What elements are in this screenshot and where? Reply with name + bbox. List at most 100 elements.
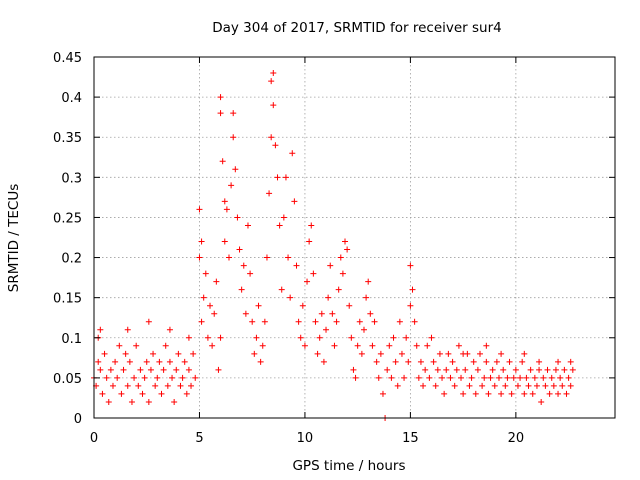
data-point: [276, 222, 283, 229]
data-point: [474, 366, 481, 373]
data-point: [162, 342, 169, 349]
data-point: [280, 214, 287, 221]
data-point: [348, 334, 355, 341]
data-point: [173, 366, 180, 373]
data-point: [413, 342, 420, 349]
data-point: [500, 366, 507, 373]
data-point: [521, 390, 528, 397]
data-point: [559, 382, 566, 389]
data-point: [198, 318, 205, 325]
data-point: [379, 390, 386, 397]
data-point: [225, 254, 232, 261]
data-point: [97, 366, 104, 373]
data-point: [270, 70, 277, 77]
data-point: [396, 318, 403, 325]
data-point: [407, 302, 414, 309]
data-point: [472, 390, 479, 397]
data-point: [453, 366, 460, 373]
data-point: [221, 198, 228, 205]
data-point: [458, 374, 465, 381]
x-tick-label: 20: [508, 431, 525, 446]
data-point: [369, 342, 376, 349]
data-point: [401, 374, 408, 381]
data-point: [320, 358, 327, 365]
data-point: [356, 318, 363, 325]
data-point: [147, 366, 154, 373]
data-point: [407, 262, 414, 269]
data-point: [443, 366, 450, 373]
data-point: [139, 390, 146, 397]
data-point: [236, 246, 243, 253]
data-point: [405, 358, 412, 365]
data-point: [259, 342, 266, 349]
data-point: [460, 390, 467, 397]
y-tick-label: 0.15: [53, 292, 82, 307]
data-point: [278, 286, 285, 293]
data-point: [525, 382, 532, 389]
data-point: [557, 374, 564, 381]
data-point: [221, 238, 228, 245]
data-point: [249, 318, 256, 325]
tick-marks: [93, 56, 615, 419]
data-point: [563, 390, 570, 397]
data-point: [483, 358, 490, 365]
data-point: [152, 382, 159, 389]
data-point: [114, 374, 121, 381]
y-tick-label: 0.1: [61, 332, 82, 347]
data-point: [234, 214, 241, 221]
data-point: [175, 350, 182, 357]
data-point: [335, 286, 342, 293]
data-point: [394, 382, 401, 389]
data-point: [354, 342, 361, 349]
data-point: [417, 358, 424, 365]
data-point: [228, 182, 235, 189]
data-point: [398, 350, 405, 357]
data-point: [263, 254, 270, 261]
data-point: [489, 366, 496, 373]
data-point: [439, 374, 446, 381]
data-point: [200, 294, 207, 301]
data-point: [137, 366, 144, 373]
data-point: [183, 390, 190, 397]
data-point: [166, 326, 173, 333]
data-point: [333, 318, 340, 325]
data-point: [552, 366, 559, 373]
data-point: [529, 390, 536, 397]
data-point: [253, 334, 260, 341]
data-point: [434, 366, 441, 373]
data-point: [156, 358, 163, 365]
data-point: [550, 382, 557, 389]
data-point: [447, 374, 454, 381]
data-point: [365, 278, 372, 285]
data-point: [310, 270, 317, 277]
data-point: [107, 366, 114, 373]
data-point: [301, 342, 308, 349]
data-point: [312, 318, 319, 325]
data-point: [445, 350, 452, 357]
data-point: [508, 390, 515, 397]
data-point: [213, 278, 220, 285]
data-point: [198, 238, 205, 245]
data-point: [329, 310, 336, 317]
data-point: [498, 350, 505, 357]
data-point: [133, 342, 140, 349]
data-point: [272, 142, 279, 149]
data-point: [538, 398, 545, 405]
data-point: [118, 390, 125, 397]
data-point: [565, 374, 572, 381]
data-point: [542, 382, 549, 389]
data-point: [251, 350, 258, 357]
y-tick-label: 0.35: [53, 131, 82, 146]
data-point: [207, 302, 214, 309]
data-point: [506, 358, 513, 365]
data-point: [555, 358, 562, 365]
data-point: [103, 374, 110, 381]
data-point: [519, 358, 526, 365]
data-point: [124, 326, 131, 333]
data-point: [145, 318, 152, 325]
data-point: [371, 318, 378, 325]
data-point: [268, 78, 275, 85]
data-point: [164, 382, 171, 389]
data-point: [141, 374, 148, 381]
data-point: [567, 358, 574, 365]
